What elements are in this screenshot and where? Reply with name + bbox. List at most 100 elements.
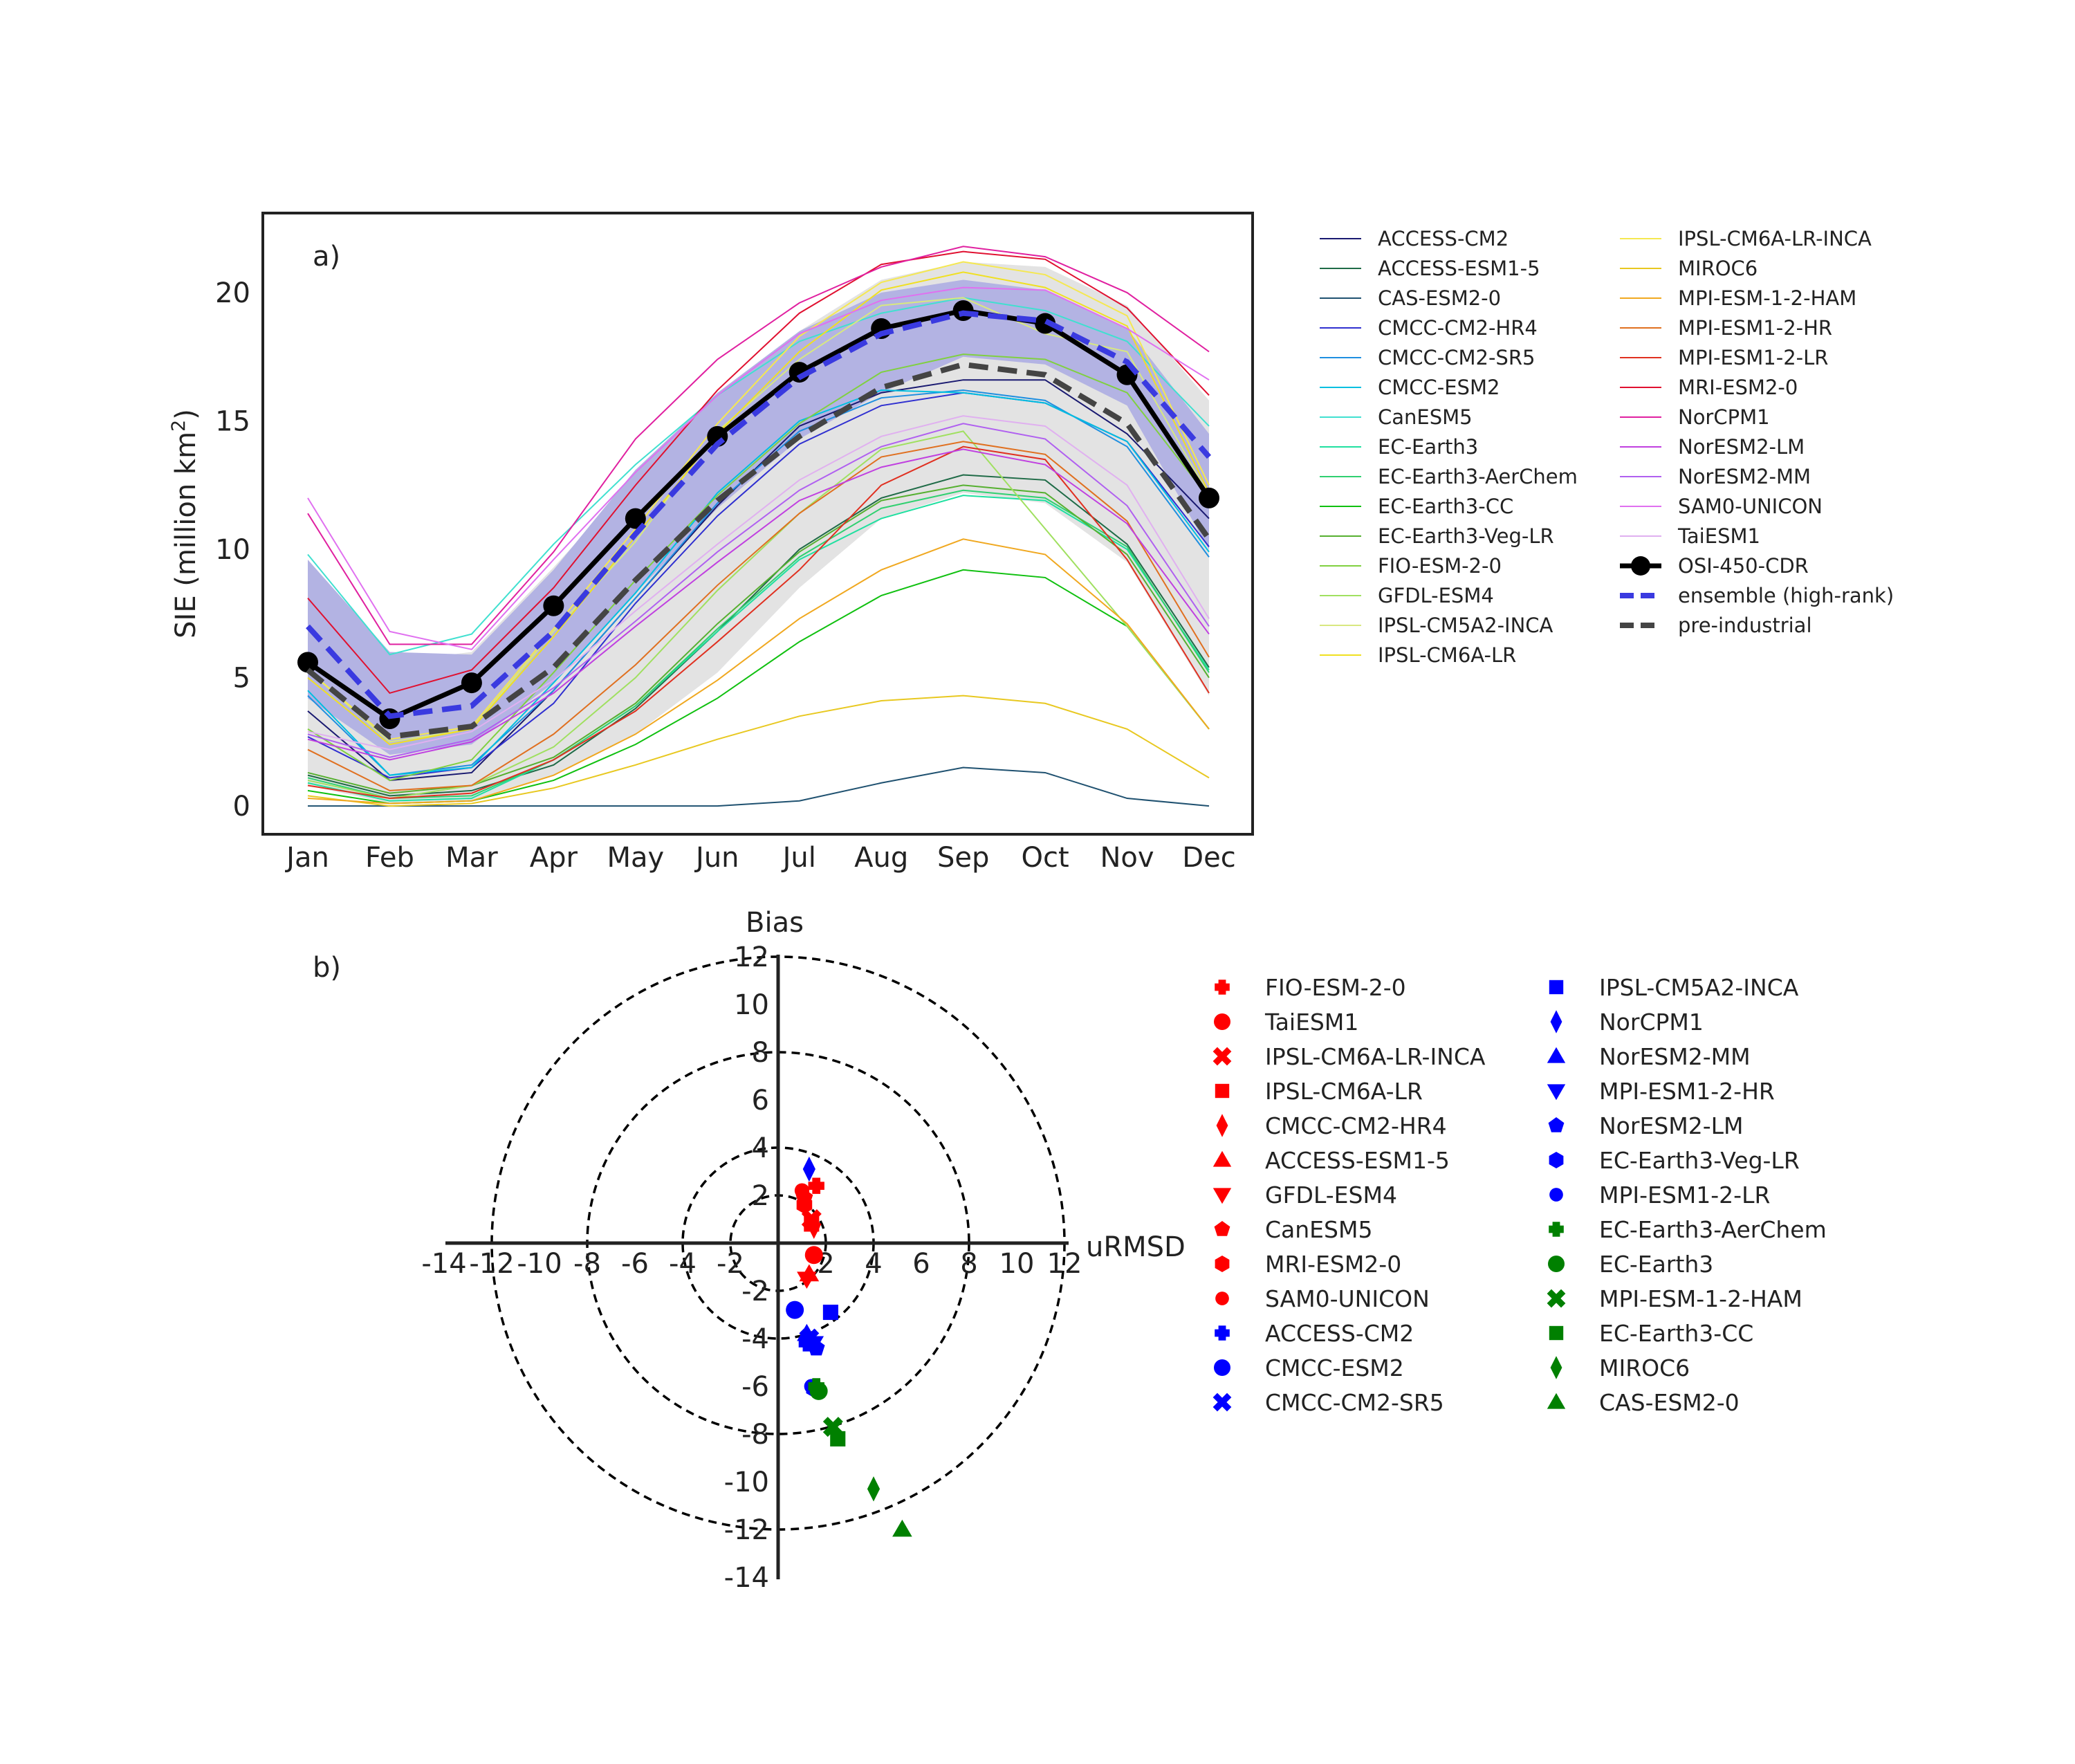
y-tick--6: -6 (741, 1371, 769, 1403)
axes-lines (445, 955, 1069, 1579)
legend-marker-miroc6 (1550, 1356, 1562, 1379)
legend-entry-ec-earth3: EC-Earth3 (1320, 435, 1478, 459)
legend-marker-noresm2-lm (1548, 1117, 1565, 1132)
x-tick--14: -14 (421, 1248, 466, 1280)
legend-label-taiesm1: TaiESM1 (1677, 524, 1760, 548)
legend-label-cmcc-cm2-sr5: CMCC-CM2-SR5 (1265, 1389, 1444, 1416)
x-tick-8: 8 (960, 1248, 977, 1280)
legend-entry-ec-earth3-veg-lr: EC-Earth3-Veg-LR (1549, 1147, 1800, 1174)
point-gfdl-esm4 (797, 1271, 817, 1289)
legend-entry-cmcc-cm2-sr5: CMCC-CM2-SR5 (1212, 1389, 1444, 1416)
legend-label-cmcc-cm2-sr5: CMCC-CM2-SR5 (1378, 346, 1535, 369)
legend-entry-cas-esm2-0: CAS-ESM2-0 (1320, 286, 1501, 310)
x-tick-jul: Jul (781, 842, 816, 874)
legend-label-norcpm1: NorCPM1 (1599, 1009, 1704, 1036)
legend-marker-cmcc-cm2-sr5 (1212, 1393, 1232, 1412)
legend-entry-miroc6: MIROC6 (1550, 1354, 1690, 1381)
marker-osi-450-cdr-2 (461, 672, 482, 694)
x-tick-sep: Sep (937, 842, 989, 874)
x-tick--12: -12 (469, 1248, 514, 1280)
legend-label-mpi-esm-1-2-ham: MPI-ESM-1-2-HAM (1678, 286, 1856, 310)
legend-label-pre-industrial: pre-industrial (1678, 614, 1812, 637)
legend-label-gfdl-esm4: GFDL-ESM4 (1378, 584, 1494, 607)
x-tick--10: -10 (517, 1248, 562, 1280)
legend-marker-taiesm1 (1214, 1013, 1230, 1030)
y-tick-15: 15 (215, 406, 250, 438)
x-tick-12: 12 (1047, 1248, 1082, 1280)
legend-entry-ipsl-cm5a2-inca: IPSL-CM5A2-INCA (1549, 974, 1799, 1001)
point-miroc6 (867, 1476, 880, 1502)
point-cas-esm2-0 (892, 1519, 912, 1537)
series-line-osi-450-cdr (306, 308, 1211, 722)
legend-label-fio-esm-2-0: FIO-ESM-2-0 (1265, 974, 1406, 1001)
y-tick--14: -14 (724, 1562, 769, 1594)
legend-label-cmcc-esm2: CMCC-ESM2 (1265, 1354, 1404, 1381)
marker-osi-450-cdr-11 (1199, 487, 1219, 508)
legend-entry-ipsl-cm5a2-inca: IPSL-CM5A2-INCA (1320, 614, 1553, 637)
legend-entry-fio-esm-2-0: FIO-ESM-2-0 (1320, 554, 1502, 578)
band-high-rank-ensemble-range (308, 279, 1209, 755)
legend-entry-norcpm1: NorCPM1 (1620, 405, 1770, 429)
point-ipsl-cm5a2-inca (822, 1305, 838, 1321)
y-tick--12: -12 (724, 1514, 769, 1546)
legend-label-ipsl-cm6a-lr: IPSL-CM6A-LR (1378, 643, 1516, 667)
series-line-sam0-unicon (307, 286, 1210, 650)
y-tick-20: 20 (215, 277, 250, 309)
legend-panel-b: FIO-ESM-2-0 TaiESM1 IPSL-CM6A-LR-INCA IPSL-… (1212, 974, 1827, 1416)
legend-label-ec-earth3-cc: EC-Earth3-CC (1378, 495, 1513, 518)
legend-label-sam0-unicon: SAM0-UNICON (1678, 495, 1823, 518)
legend-marker-norcpm1 (1550, 1010, 1562, 1033)
y-axis-label-bias: Bias (746, 907, 804, 939)
legend-entry-noresm2-mm: NorESM2-MM (1547, 1043, 1751, 1070)
series-line-ec-earth3 (307, 495, 1210, 802)
legend-label-mri-esm2-0: MRI-ESM2-0 (1678, 376, 1798, 399)
x-tick-mar: Mar (445, 842, 498, 874)
legend-label-ec-earth3-veg-lr: EC-Earth3-Veg-LR (1378, 524, 1554, 548)
legend-label-ipsl-cm5a2-inca: IPSL-CM5A2-INCA (1599, 974, 1799, 1001)
legend-entry-mri-esm2-0: MRI-ESM2-0 (1215, 1251, 1401, 1278)
y-tick-labels: 0 5 10 15 20 (215, 277, 250, 823)
legend-entry-access-esm1-5: ACCESS-ESM1-5 (1320, 257, 1540, 280)
legend-label-mpi-esm1-2-hr: MPI-ESM1-2-HR (1599, 1078, 1775, 1105)
legend-label-ipsl-cm6a-lr-inca: IPSL-CM6A-LR-INCA (1678, 227, 1872, 250)
legend-entry-ec-earth3-cc: EC-Earth3-CC (1320, 495, 1513, 518)
legend-label-ec-earth3-aerchem: EC-Earth3-AerChem (1599, 1216, 1827, 1243)
legend-marker-ec-earth3-aerchem (1549, 1222, 1564, 1237)
legend-label-ipsl-cm5a2-inca: IPSL-CM5A2-INCA (1378, 614, 1553, 637)
legend-entry-mpi-esm1-2-lr: MPI-ESM1-2-LR (1620, 346, 1828, 369)
legend-marker-osi-450-cdr (1631, 556, 1650, 576)
legend-label-ec-earth3-cc: EC-Earth3-CC (1599, 1320, 1753, 1347)
series-line-norcpm1 (307, 246, 1210, 645)
legend-label-ec-earth3: EC-Earth3 (1599, 1251, 1713, 1278)
x-tick-4: 4 (865, 1248, 882, 1280)
series-line-access-cm2 (307, 379, 1210, 782)
legend-entry-access-cm2: ACCESS-CM2 (1215, 1320, 1414, 1347)
legend-entry-mpi-esm-1-2-ham: MPI-ESM-1-2-HAM (1547, 1285, 1802, 1312)
series-line-miroc6 (307, 695, 1210, 807)
legend-entry-cas-esm2-0: CAS-ESM2-0 (1547, 1389, 1740, 1416)
legend-entry-ec-earth3: EC-Earth3 (1548, 1251, 1713, 1278)
point-norcpm1 (802, 1156, 815, 1182)
series-line-pre-industrial (306, 361, 1212, 740)
x-tick-jan: Jan (284, 842, 329, 874)
legend-marker-ec-earth3-cc (1549, 1325, 1564, 1341)
legend-label-cmcc-esm2: CMCC-ESM2 (1378, 376, 1500, 399)
y-tick-2: 2 (752, 1180, 769, 1212)
x-tick-10: 10 (999, 1248, 1035, 1280)
tick-labels: -14 -12 -10 -8 -6 -4 -2 2 4 6 8 10 1212108642-2-4-6-… (421, 941, 1082, 1594)
legend-marker-mri-esm2-0 (1215, 1256, 1230, 1272)
legend-marker-ipsl-cm6a-lr (1215, 1083, 1230, 1099)
legend-label-access-esm1-5: ACCESS-ESM1-5 (1378, 257, 1540, 280)
x-tick-apr: Apr (530, 842, 578, 874)
x-tick-labels: Jan Feb Mar Apr May Jun Jul Aug Sep Oct Nov Dec (284, 842, 1236, 874)
x-tick--4: -4 (669, 1248, 697, 1280)
legend-entry-ipsl-cm6a-lr: IPSL-CM6A-LR (1215, 1078, 1423, 1105)
point-ec-earth3-cc (830, 1431, 846, 1446)
legend-entry-access-cm2: ACCESS-CM2 (1320, 227, 1509, 250)
panel-b-target-diagram: -14 -12 -10 -8 -6 -4 -2 2 4 6 8 10 1212108642-2-4-6-… (313, 907, 1827, 1594)
legend-entry-mri-esm2-0: MRI-ESM2-0 (1620, 376, 1798, 399)
series-line-fio-esm-2-0 (307, 353, 1210, 782)
legend-label-noresm2-lm: NorESM2-LM (1599, 1112, 1743, 1139)
legend-marker-noresm2-mm (1547, 1047, 1566, 1063)
legend-entry-access-esm1-5: ACCESS-ESM1-5 (1212, 1147, 1450, 1174)
